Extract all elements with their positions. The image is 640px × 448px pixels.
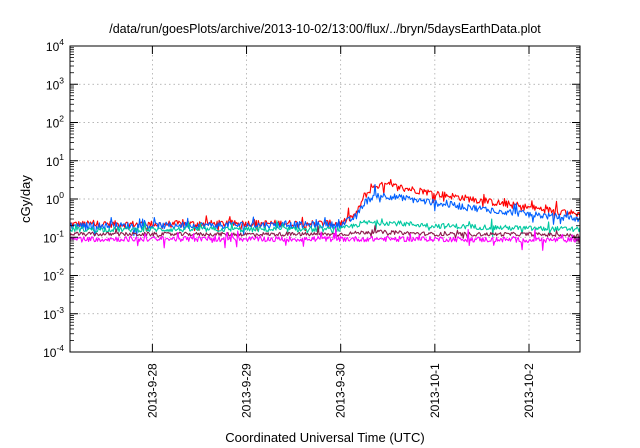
y-tick-label: 10-3 (43, 305, 64, 322)
y-tick-base: 10 (46, 155, 60, 169)
y-tick-exponent: 0 (59, 190, 64, 200)
y-tick-label: 10-4 (43, 343, 64, 360)
grid (70, 46, 580, 352)
x-tick-label: 2013-10-2 (522, 363, 536, 418)
series-line (69, 227, 581, 251)
x-tick-label: 2013-9-28 (145, 363, 159, 418)
y-tick-exponent: -1 (56, 228, 64, 238)
series-layer (69, 178, 581, 251)
y-tick-exponent: -4 (56, 343, 64, 353)
x-tick-label: 2013-9-29 (240, 363, 254, 418)
y-tick-base: 10 (43, 270, 57, 284)
y-tick-label: 10-2 (43, 267, 64, 284)
y-tick-base: 10 (43, 346, 57, 360)
y-tick-label: 100 (46, 190, 64, 207)
x-tick-label: 2013-10-1 (428, 363, 442, 418)
y-tick-label: 102 (46, 114, 64, 131)
y-tick-base: 10 (46, 40, 60, 54)
y-tick-exponent: 1 (59, 152, 64, 162)
y-tick-label: 104 (46, 37, 64, 54)
y-tick-label: 10-1 (43, 228, 64, 245)
y-tick-exponent: -3 (56, 305, 64, 315)
y-tick-exponent: 2 (59, 114, 64, 124)
y-axis-label: cGy/day (18, 175, 33, 223)
chart-title: /data/run/goesPlots/archive/2013-10-02/1… (109, 22, 541, 36)
y-tick-exponent: -2 (56, 267, 64, 277)
series-line (69, 178, 581, 233)
y-tick-label: 101 (46, 152, 64, 169)
series-line (69, 225, 581, 243)
y-tick-base: 10 (46, 193, 60, 207)
series-line (69, 183, 581, 237)
y-tick-base: 10 (46, 78, 60, 92)
x-axis-label: Coordinated Universal Time (UTC) (225, 430, 424, 445)
series-line (69, 218, 581, 238)
y-tick-base: 10 (46, 117, 60, 131)
y-tick-exponent: 4 (59, 37, 64, 47)
x-tick-label: 2013-9-30 (334, 363, 348, 418)
y-tick-base: 10 (43, 231, 57, 245)
y-tick-label: 103 (46, 75, 64, 92)
ticks (70, 45, 580, 353)
x-tick-labels: 2013-9-28 2013-9-29 2013-9-30 2013-10-1 2013… (145, 363, 536, 418)
y-tick-base: 10 (43, 308, 57, 322)
y-tick-exponent: 3 (59, 75, 64, 85)
